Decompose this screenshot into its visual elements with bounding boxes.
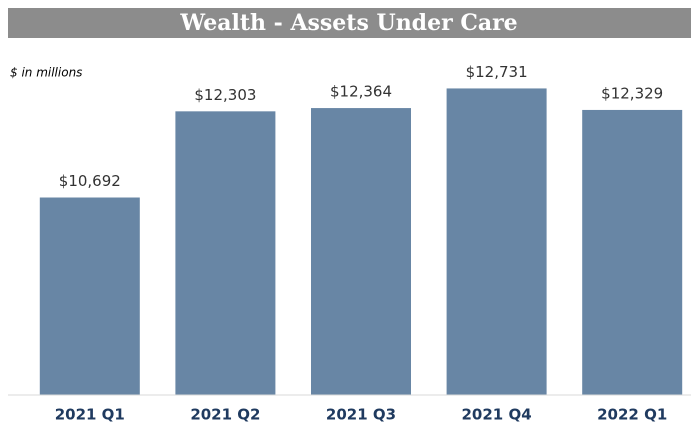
bar [582,109,683,395]
x-tick-label: 2021 Q3 [326,406,396,424]
value-label: $12,303 [194,86,256,104]
chart-title: Wealth - Assets Under Care [179,10,517,36]
subtitle: $ in millions [10,66,82,80]
bar [39,197,140,395]
x-tick-label: 2022 Q1 [597,406,667,424]
value-label: $10,692 [59,172,121,190]
title-banner [8,8,691,38]
bar [175,111,276,395]
x-tick-label: 2021 Q1 [55,406,125,424]
x-tick-label: 2021 Q4 [462,406,532,424]
value-label: $12,731 [466,63,528,81]
bar [311,108,411,395]
value-label: $12,329 [601,84,663,102]
value-label: $12,364 [330,83,392,101]
x-tick-label: 2021 Q2 [190,406,260,424]
bar [446,88,547,395]
